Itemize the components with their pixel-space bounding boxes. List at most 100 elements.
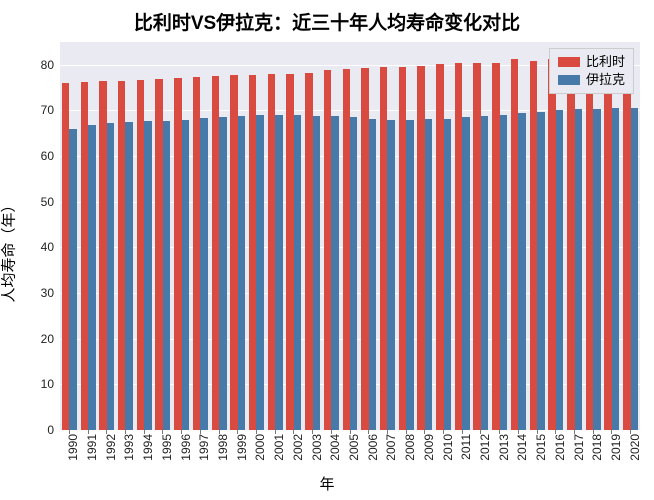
bar <box>425 119 432 430</box>
bar <box>612 108 619 430</box>
bar <box>268 74 275 430</box>
x-tick-label: 1993 <box>122 434 136 461</box>
bar <box>500 115 507 430</box>
bar <box>444 119 451 430</box>
x-tick-label: 2003 <box>310 434 324 461</box>
x-tick-label: 2017 <box>572 434 586 461</box>
bar <box>455 63 462 430</box>
x-tick-label: 2009 <box>422 434 436 461</box>
x-tick-label: 2004 <box>328 434 342 461</box>
x-tick-label: 1994 <box>141 434 155 461</box>
chart-container: 比利时VS伊拉克：近三十年人均寿命变化对比 人均寿命（年） 年 01020304… <box>0 0 654 500</box>
bar <box>343 69 350 430</box>
bar <box>324 70 331 430</box>
x-tick-label: 2006 <box>366 434 380 461</box>
bar <box>62 83 69 430</box>
x-tick-label: 1995 <box>160 434 174 461</box>
y-tick-label: 50 <box>41 195 60 209</box>
x-tick-label: 2014 <box>515 434 529 461</box>
bar <box>99 81 106 430</box>
bar <box>125 122 132 430</box>
y-tick-label: 70 <box>41 103 60 117</box>
bar <box>462 117 469 430</box>
x-tick-label: 2005 <box>347 434 361 461</box>
bar <box>163 121 170 430</box>
legend-swatch <box>558 57 580 67</box>
bar <box>399 67 406 430</box>
bar <box>275 115 282 430</box>
x-tick-label: 2012 <box>478 434 492 461</box>
bar <box>88 125 95 430</box>
plot-area: 0102030405060708019901991199219931994199… <box>60 42 640 430</box>
bar <box>256 115 263 430</box>
x-tick-label: 2000 <box>253 434 267 461</box>
bar <box>182 120 189 430</box>
bar <box>137 80 144 430</box>
bar <box>631 108 638 430</box>
bar <box>249 75 256 430</box>
bar <box>174 78 181 430</box>
bar <box>69 129 76 430</box>
bar <box>118 81 125 430</box>
y-tick-label: 30 <box>41 286 60 300</box>
bar <box>193 77 200 430</box>
bar <box>406 120 413 430</box>
y-axis-label: 人均寿命（年） <box>0 197 19 302</box>
bar <box>230 75 237 430</box>
y-tick-label: 20 <box>41 332 60 346</box>
bar <box>350 117 357 430</box>
x-tick-label: 1996 <box>179 434 193 461</box>
bar <box>286 74 293 431</box>
bar <box>436 64 443 430</box>
x-tick-label: 2020 <box>628 434 642 461</box>
bar <box>380 67 387 430</box>
legend-swatch <box>558 75 580 85</box>
x-tick-label: 2008 <box>403 434 417 461</box>
x-tick-label: 2016 <box>553 434 567 461</box>
y-tick-label: 80 <box>41 58 60 72</box>
bar <box>604 57 611 430</box>
x-axis-label: 年 <box>0 473 654 494</box>
y-tick-label: 0 <box>47 423 60 437</box>
x-tick-label: 2013 <box>497 434 511 461</box>
x-tick-label: 1992 <box>104 434 118 461</box>
bar <box>238 116 245 431</box>
bar <box>331 116 338 430</box>
bar <box>511 59 518 430</box>
x-tick-label: 1997 <box>197 434 211 461</box>
legend-label: 比利时 <box>586 53 625 71</box>
x-tick-label: 1998 <box>216 434 230 461</box>
bar <box>567 58 574 430</box>
bar <box>593 109 600 430</box>
bar <box>81 82 88 430</box>
bar <box>107 123 114 430</box>
x-tick-label: 2007 <box>384 434 398 461</box>
legend: 比利时伊拉克 <box>549 48 634 94</box>
legend-label: 伊拉克 <box>586 71 625 89</box>
bar <box>518 113 525 430</box>
bar <box>361 68 368 430</box>
bar <box>548 59 555 430</box>
bar <box>575 109 582 430</box>
bar <box>305 73 312 430</box>
y-tick-label: 10 <box>41 377 60 391</box>
bar <box>481 116 488 430</box>
bar <box>313 116 320 430</box>
x-tick-label: 2015 <box>534 434 548 461</box>
x-tick-label: 2002 <box>291 434 305 461</box>
chart-title: 比利时VS伊拉克：近三十年人均寿命变化对比 <box>0 8 654 35</box>
x-tick-label: 2001 <box>272 434 286 461</box>
bar <box>586 58 593 430</box>
bar <box>155 79 162 430</box>
legend-item: 伊拉克 <box>558 71 625 89</box>
bar <box>212 76 219 430</box>
x-tick-label: 1991 <box>85 434 99 461</box>
bar <box>144 121 151 430</box>
bar <box>537 112 544 430</box>
y-tick-label: 60 <box>41 149 60 163</box>
x-tick-label: 1999 <box>235 434 249 461</box>
bar <box>530 61 537 430</box>
bar <box>219 117 226 430</box>
bar <box>623 61 630 430</box>
x-tick-label: 2011 <box>459 434 473 460</box>
